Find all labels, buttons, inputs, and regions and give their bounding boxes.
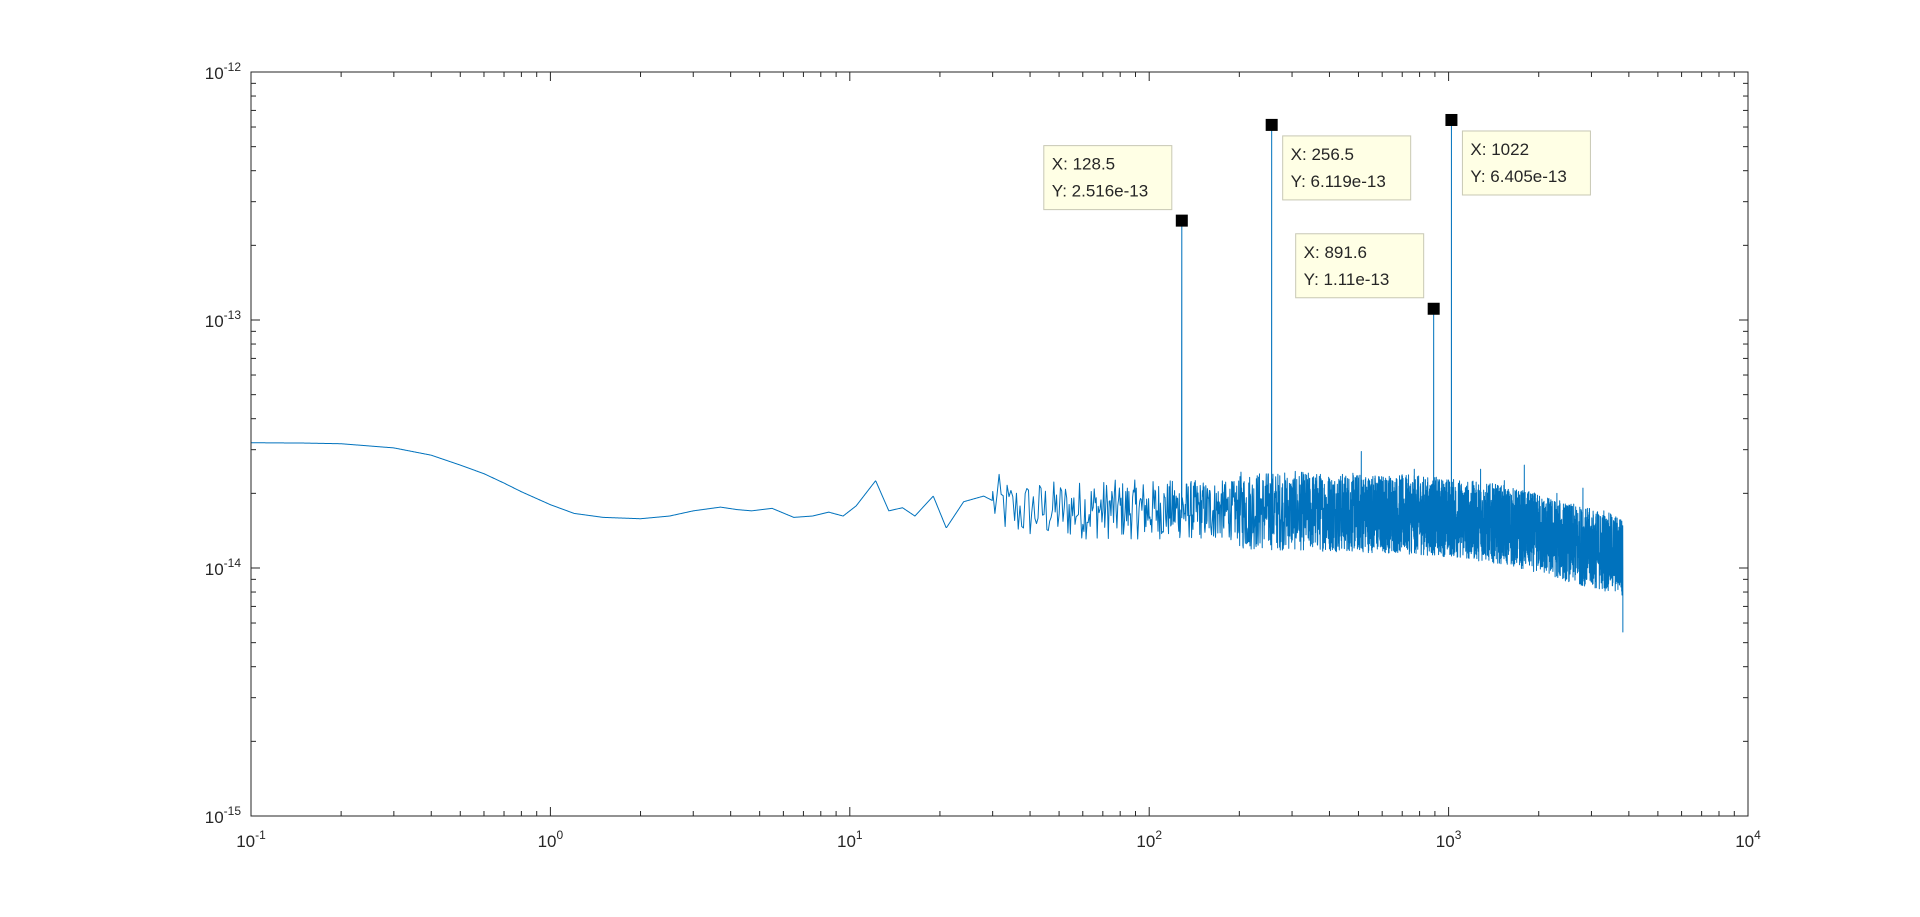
datatip[interactable]: X: 1022 Y: 6.405e-13 <box>1445 113 1591 196</box>
x-tick-label: 101 <box>837 828 863 851</box>
datatip-x-text: X: 128.5 <box>1052 155 1115 174</box>
datatip-y-text: Y: 1.11e-13 <box>1304 270 1390 289</box>
x-tick-label: 103 <box>1436 828 1462 851</box>
datatip-x-text: X: 891.6 <box>1304 243 1367 262</box>
datatip-layer: X: 128.5 Y: 2.516e-13 X: 256.5 Y: 6.119e-13… <box>1043 113 1591 315</box>
datatip-x-text: X: 256.5 <box>1291 145 1354 164</box>
datatip-marker[interactable] <box>1265 118 1278 131</box>
datatip-box <box>1461 130 1591 196</box>
datatip[interactable]: X: 256.5 Y: 6.119e-13 <box>1265 118 1412 201</box>
datatip-marker[interactable] <box>1445 113 1458 126</box>
axes-box <box>250 71 1749 817</box>
series-line <box>250 119 1624 633</box>
y-tick-label: 10-13 <box>205 308 242 331</box>
datatip[interactable]: X: 891.6 Y: 1.11e-13 <box>1295 233 1440 315</box>
curve-layer <box>250 119 1624 633</box>
datatip-y-text: Y: 2.516e-13 <box>1052 182 1148 201</box>
x-tick-label: 10-1 <box>236 828 266 851</box>
datatip-box <box>1295 233 1425 299</box>
x-tick-label: 100 <box>538 828 564 851</box>
y-tick-label: 10-12 <box>205 60 242 83</box>
x-tick-label: 104 <box>1735 828 1761 851</box>
datatip-y-text: Y: 6.405e-13 <box>1470 167 1566 186</box>
datatip-y-text: Y: 6.119e-13 <box>1291 172 1386 191</box>
datatip-marker[interactable] <box>1427 302 1440 315</box>
datatip-box <box>1043 145 1173 211</box>
datatip[interactable]: X: 128.5 Y: 2.516e-13 <box>1043 145 1188 227</box>
datatip-box <box>1282 135 1412 201</box>
y-tick-label: 10-14 <box>205 556 242 579</box>
y-tick-label: 10-15 <box>205 804 242 827</box>
axes-layer: 10-1 100 101 102 103 104 10-15 10-14 10-13 10-12 <box>205 60 1761 851</box>
x-tick-label: 102 <box>1136 828 1162 851</box>
datatip-marker[interactable] <box>1175 214 1188 227</box>
datatip-x-text: X: 1022 <box>1470 140 1529 159</box>
